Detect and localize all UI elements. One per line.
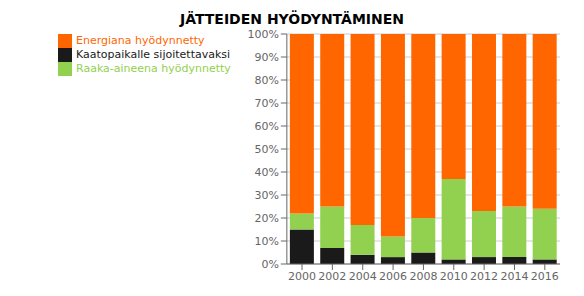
html-text:Raaka-aineena hyödynnetty: Raaka-aineena hyödynnetty <box>76 62 231 75</box>
svg-text:60%: 60% <box>254 120 278 133</box>
svg-text:2016: 2016 <box>531 270 559 283</box>
html-text:Kaatopaikalle sijoitettavaksi: Kaatopaikalle sijoitettavaksi <box>76 48 231 61</box>
svg-text:80%: 80% <box>254 74 278 87</box>
svg-text:2008: 2008 <box>409 270 437 283</box>
svg-text:50%: 50% <box>254 143 278 156</box>
html-text:JÄTTEIDEN HYÖDYNTÄMINEN: JÄTTEIDEN HYÖDYNTÄMINEN <box>180 11 404 27</box>
svg-text:2010: 2010 <box>440 270 468 283</box>
svg-text:2004: 2004 <box>349 270 377 283</box>
svg-text:2012: 2012 <box>470 270 498 283</box>
svg-text:2006: 2006 <box>379 270 407 283</box>
svg-text:70%: 70% <box>254 97 278 110</box>
svg-text:0%: 0% <box>261 258 278 271</box>
svg-text:2000: 2000 <box>288 270 316 283</box>
svg-text:30%: 30% <box>254 189 278 202</box>
svg-text:10%: 10% <box>254 235 278 248</box>
svg-text:2014: 2014 <box>500 270 528 283</box>
svg-text:2002: 2002 <box>318 270 346 283</box>
html-text:Energiana hyödynnetty: Energiana hyödynnetty <box>76 34 205 47</box>
svg-text:20%: 20% <box>254 212 278 225</box>
svg-text:40%: 40% <box>254 166 278 179</box>
svg-text:90%: 90% <box>254 51 278 64</box>
svg-text:100%: 100% <box>247 30 278 41</box>
